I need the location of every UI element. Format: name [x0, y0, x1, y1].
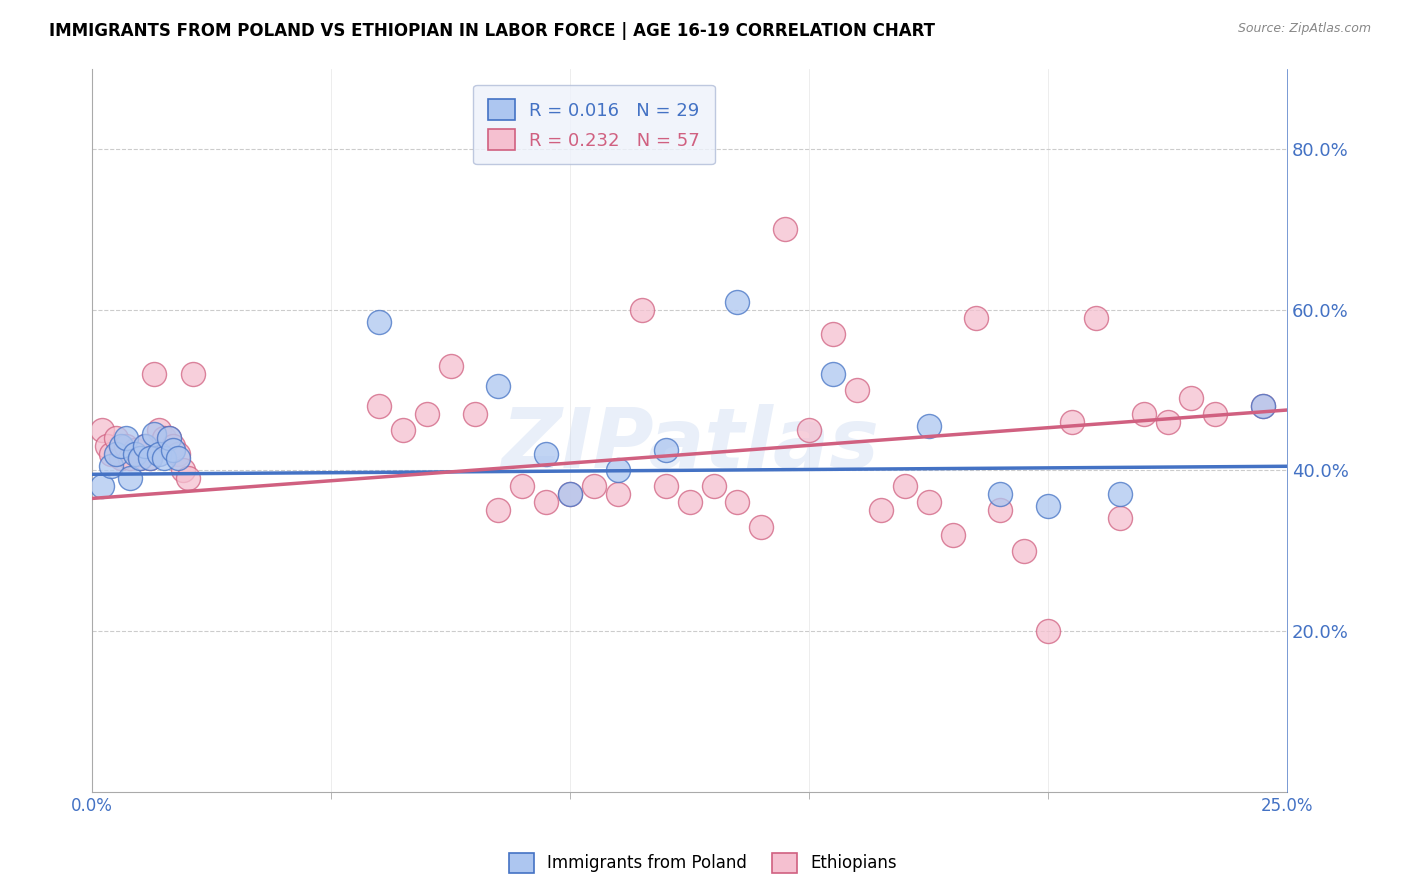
Point: [1108, 511, 1130, 525]
Point: [1012, 543, 1035, 558]
Point: [124, 447, 146, 461]
Point: [416, 407, 439, 421]
Point: [725, 294, 748, 309]
Point: [157, 431, 180, 445]
Point: [134, 439, 156, 453]
Point: [1036, 624, 1059, 638]
Point: [105, 447, 128, 461]
Point: [725, 495, 748, 509]
Point: [749, 519, 772, 533]
Point: [1251, 399, 1274, 413]
Point: [965, 310, 987, 325]
Point: [114, 439, 136, 453]
Point: [988, 487, 1011, 501]
Point: [153, 431, 176, 445]
Point: [181, 367, 204, 381]
Point: [162, 439, 184, 453]
Point: [654, 479, 676, 493]
Point: [630, 302, 652, 317]
Point: [90, 479, 112, 493]
Point: [1180, 391, 1202, 405]
Text: ZIPatlas: ZIPatlas: [501, 404, 879, 485]
Point: [110, 451, 132, 466]
Point: [100, 447, 122, 461]
Text: Source: ZipAtlas.com: Source: ZipAtlas.com: [1237, 22, 1371, 36]
Point: [167, 451, 190, 466]
Point: [440, 359, 463, 373]
Point: [114, 431, 136, 445]
Point: [917, 419, 939, 434]
Point: [488, 503, 510, 517]
Point: [129, 451, 152, 466]
Point: [654, 443, 676, 458]
Point: [560, 487, 582, 501]
Point: [488, 379, 510, 393]
Point: [678, 495, 700, 509]
Point: [821, 326, 844, 341]
Text: IMMIGRANTS FROM POLAND VS ETHIOPIAN IN LABOR FORCE | AGE 16-19 CORRELATION CHART: IMMIGRANTS FROM POLAND VS ETHIOPIAN IN L…: [49, 22, 935, 40]
Point: [392, 423, 415, 437]
Point: [177, 471, 200, 485]
Point: [120, 471, 142, 485]
Point: [148, 423, 170, 437]
Point: [1108, 487, 1130, 501]
Point: [1204, 407, 1226, 421]
Point: [138, 451, 160, 466]
Point: [90, 423, 112, 437]
Legend: Immigrants from Poland, Ethiopians: Immigrants from Poland, Ethiopians: [502, 847, 904, 880]
Point: [153, 451, 176, 466]
Point: [110, 439, 132, 453]
Point: [368, 315, 391, 329]
Point: [821, 367, 844, 381]
Point: [536, 447, 558, 461]
Point: [143, 367, 166, 381]
Point: [583, 479, 606, 493]
Point: [134, 439, 156, 453]
Point: [988, 503, 1011, 517]
Point: [148, 447, 170, 461]
Point: [100, 459, 122, 474]
Point: [124, 443, 146, 458]
Point: [105, 431, 128, 445]
Point: [1156, 415, 1178, 429]
Point: [157, 431, 180, 445]
Point: [172, 463, 194, 477]
Point: [464, 407, 486, 421]
Point: [368, 399, 391, 413]
Point: [845, 383, 868, 397]
Point: [893, 479, 915, 493]
Point: [869, 503, 891, 517]
Point: [1084, 310, 1107, 325]
Point: [512, 479, 534, 493]
Point: [138, 451, 160, 466]
Point: [167, 447, 190, 461]
Point: [162, 443, 184, 458]
Point: [560, 487, 582, 501]
Point: [941, 527, 963, 541]
Point: [606, 487, 628, 501]
Point: [773, 222, 796, 236]
Point: [917, 495, 939, 509]
Point: [1036, 500, 1059, 514]
Point: [606, 463, 628, 477]
Point: [536, 495, 558, 509]
Point: [1132, 407, 1154, 421]
Point: [1251, 399, 1274, 413]
Point: [797, 423, 820, 437]
Point: [702, 479, 724, 493]
Point: [143, 427, 166, 442]
Point: [1060, 415, 1083, 429]
Point: [96, 439, 118, 453]
Point: [129, 451, 152, 466]
Legend: R = 0.016   N = 29, R = 0.232   N = 57: R = 0.016 N = 29, R = 0.232 N = 57: [474, 85, 714, 164]
Point: [120, 451, 142, 466]
